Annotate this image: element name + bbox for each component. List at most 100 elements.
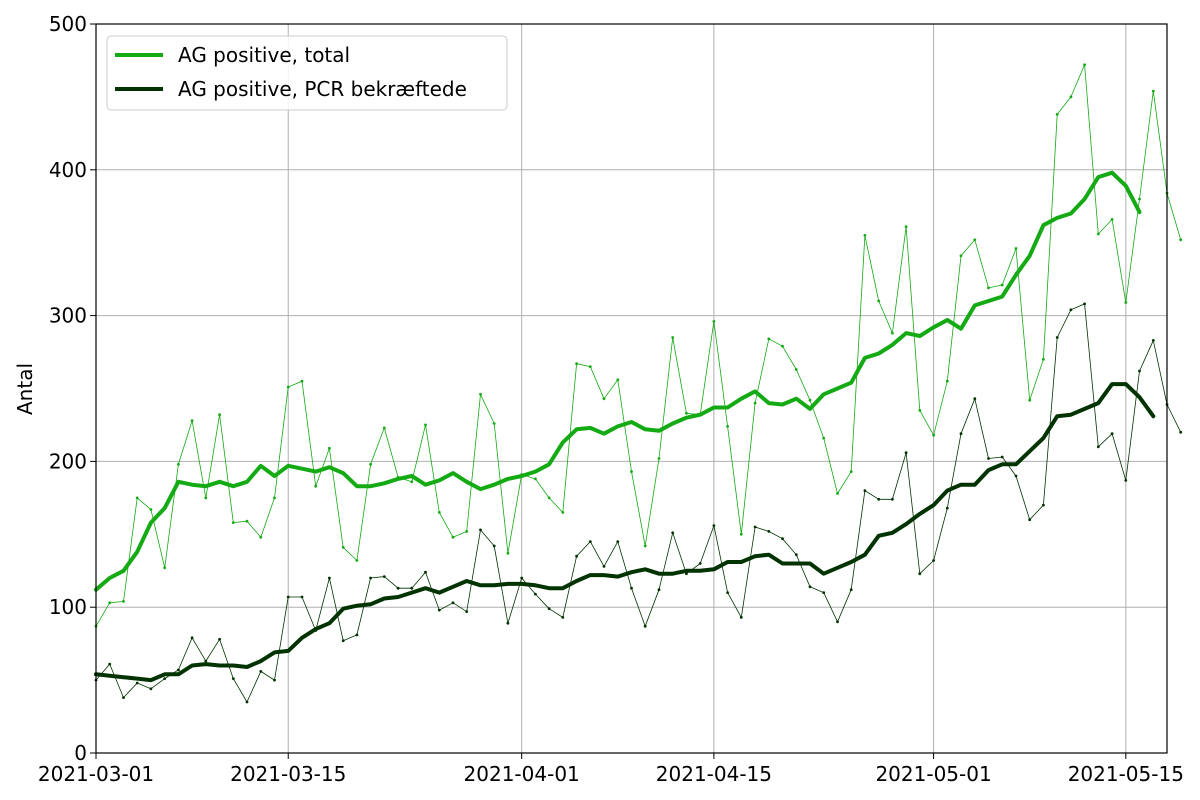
- data-point: [259, 535, 263, 539]
- data-point: [561, 616, 565, 619]
- data-point: [877, 299, 881, 303]
- data-point: [630, 586, 633, 590]
- data-point: [1151, 339, 1155, 342]
- data-point: [314, 484, 318, 488]
- data-point: [204, 659, 208, 663]
- data-point: [1110, 218, 1114, 221]
- data-point: [602, 565, 606, 568]
- data-point: [355, 559, 359, 562]
- data-point: [945, 506, 949, 510]
- data-point: [1042, 357, 1045, 361]
- data-point: [616, 540, 620, 543]
- data-point: [1000, 283, 1004, 287]
- y-tick-label: 100: [49, 595, 87, 619]
- data-point: [739, 532, 743, 536]
- data-point: [891, 497, 894, 501]
- data-point: [273, 678, 276, 682]
- data-point: [1028, 398, 1032, 402]
- data-point: [424, 570, 427, 574]
- data-point: [382, 575, 386, 578]
- x-tick-label: 2021-05-01: [875, 762, 991, 786]
- x-axis: 2021-03-01 2021-03-15 2021-04-01 2021-04-15…: [38, 753, 1184, 786]
- data-point: [451, 601, 455, 605]
- y-tick-label: 0: [74, 741, 87, 765]
- data-point: [1124, 301, 1128, 304]
- data-point: [1000, 455, 1004, 459]
- data-point: [108, 601, 112, 605]
- data-point: [781, 537, 784, 541]
- data-point: [1179, 430, 1183, 434]
- data-point: [753, 401, 757, 405]
- smoothed-series: [94, 170, 1156, 683]
- data-point: [341, 639, 345, 643]
- data-point: [561, 511, 565, 514]
- data-point: [1055, 336, 1059, 339]
- data-point: [1096, 232, 1100, 236]
- data-point: [163, 677, 167, 680]
- data-point: [424, 423, 427, 427]
- data-point: [1124, 479, 1128, 482]
- daily-series: [94, 63, 1183, 704]
- data-point: [286, 385, 290, 389]
- data-point: [506, 621, 510, 625]
- series-line-daily-2: [95, 64, 1182, 627]
- data-point: [767, 530, 771, 533]
- data-point: [273, 496, 276, 500]
- y-tick-label: 400: [49, 158, 87, 182]
- data-point: [259, 670, 263, 673]
- data-point: [588, 540, 592, 543]
- data-point: [987, 457, 990, 460]
- data-point: [849, 588, 853, 592]
- data-point: [767, 337, 771, 341]
- legend-box: [106, 35, 508, 111]
- data-point: [149, 508, 153, 511]
- data-point: [1151, 89, 1155, 93]
- data-point: [1110, 432, 1114, 436]
- data-point: [479, 528, 482, 532]
- data-point: [575, 554, 578, 558]
- y-tick-label: 500: [49, 12, 87, 36]
- x-tick-label: 2021-04-01: [464, 762, 580, 786]
- data-point: [987, 286, 990, 290]
- data-point: [534, 477, 537, 481]
- data-point: [465, 530, 469, 533]
- data-point: [190, 636, 194, 640]
- data-point: [190, 419, 194, 422]
- data-point: [739, 616, 743, 619]
- data-point: [286, 595, 290, 599]
- data-point: [863, 234, 867, 237]
- data-point: [575, 362, 578, 366]
- data-point: [836, 620, 839, 624]
- data-point: [643, 544, 647, 548]
- data-point: [1014, 474, 1018, 478]
- data-point: [149, 687, 153, 691]
- data-point: [712, 524, 716, 527]
- data-point: [328, 446, 331, 450]
- data-point: [904, 225, 908, 229]
- grid-lines: [95, 23, 1167, 754]
- data-point: [973, 397, 977, 401]
- data-point: [177, 668, 180, 672]
- y-axis-title: Antal: [13, 363, 37, 415]
- data-point: [945, 379, 949, 383]
- data-point: [685, 572, 688, 576]
- data-point: [1069, 95, 1073, 99]
- y-axis: 0 100 200 300 400 500: [49, 12, 96, 765]
- data-point: [479, 392, 482, 396]
- data-point: [863, 489, 867, 492]
- data-point: [1014, 247, 1018, 250]
- data-point: [204, 496, 208, 500]
- data-point: [231, 521, 235, 524]
- data-point: [382, 426, 386, 430]
- data-point: [1042, 503, 1045, 507]
- data-point: [1083, 302, 1086, 306]
- x-tick-label: 2021-04-15: [656, 762, 772, 786]
- data-point: [836, 492, 839, 495]
- data-point: [794, 553, 798, 557]
- data-point: [1083, 63, 1086, 67]
- data-point: [781, 344, 784, 348]
- data-point: [753, 525, 757, 529]
- data-point: [520, 576, 524, 580]
- data-point: [822, 436, 826, 440]
